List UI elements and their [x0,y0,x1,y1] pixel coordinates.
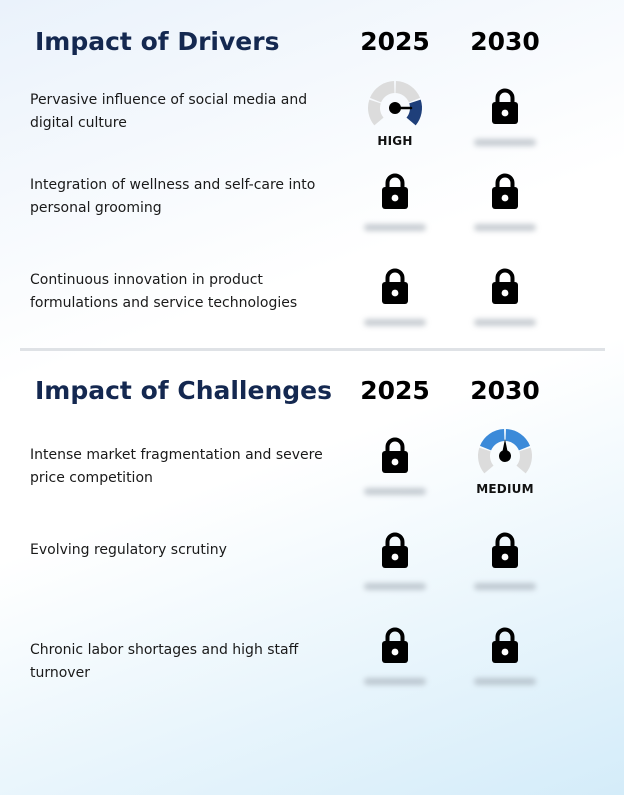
challenge-2-2030-cell [450,624,560,704]
driver-1-2030-cell [450,170,560,250]
challenge-1-2030-cell [450,529,560,609]
lock-icon [492,88,518,124]
challenge-row-label: Evolving regulatory scrutiny [30,542,227,558]
challenge-2-2025-cell [340,624,450,704]
driver-row-label: Continuous innovation in product formula… [30,272,298,311]
drivers-year-2030-header: 2030 [470,27,540,56]
challenges-year-2025-header: 2025 [360,376,430,405]
driver-2-2025-cell [340,265,450,345]
driver-2-2030-cell [450,265,560,345]
lock-icon [492,268,518,304]
challenges-title: Impact of Challenges [35,376,332,405]
section-divider [20,348,605,351]
lock-icon [492,173,518,209]
challenge-1-2025-cell [340,529,450,609]
blurred-value [474,678,536,685]
lock-icon [492,627,518,663]
lock-icon [382,437,408,473]
challenge-0-2030-cell: MEDIUM [450,428,560,508]
driver-0-2030-cell [450,85,560,165]
challenge-row-label: Intense market fragmentation and severe … [30,447,323,486]
driver-row-label: Pervasive influence of social media and … [30,92,308,131]
lock-icon [382,532,408,568]
lock-icon [382,173,408,209]
lock-icon [382,268,408,304]
blurred-value [474,319,536,326]
gauge-icon [368,81,422,126]
gauge-level-label: HIGH [377,134,413,148]
driver-row-label: Integration of wellness and self-care in… [30,177,316,216]
challenge-0-2025-cell [340,434,450,514]
blurred-value [474,139,536,146]
blurred-value [364,583,426,590]
driver-0-2025-cell: HIGH [340,80,450,160]
blurred-value [364,488,426,495]
challenges-year-2030-header: 2030 [470,376,540,405]
gauge-level-label: MEDIUM [476,482,534,496]
challenge-row-label: Chronic labor shortages and high staff t… [30,642,299,681]
gauge-icon [478,429,532,474]
lock-icon [382,627,408,663]
driver-1-2025-cell [340,170,450,250]
blurred-value [474,583,536,590]
blurred-value [474,224,536,231]
blurred-value [364,319,426,326]
drivers-title: Impact of Drivers [35,27,280,56]
blurred-value [364,678,426,685]
lock-icon [492,532,518,568]
blurred-value [364,224,426,231]
drivers-year-2025-header: 2025 [360,27,430,56]
